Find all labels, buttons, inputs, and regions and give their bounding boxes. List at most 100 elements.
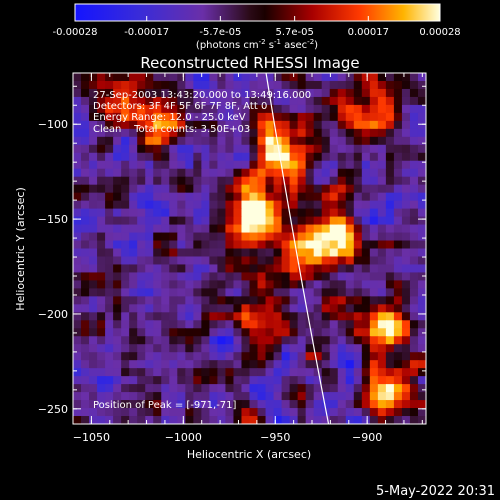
heatmap-cell — [297, 184, 307, 194]
heatmap-cell — [193, 224, 202, 234]
heatmap-cell — [193, 360, 202, 369]
heatmap-cell — [313, 200, 323, 210]
heatmap-cell — [177, 184, 186, 194]
heatmap-cell — [145, 80, 154, 90]
heatmap-cell — [257, 320, 267, 329]
heatmap-cell — [113, 184, 122, 194]
heatmap-cell — [169, 144, 178, 154]
heatmap-cell — [289, 184, 299, 194]
heatmap-cell — [289, 200, 299, 210]
heatmap-cell — [129, 160, 138, 170]
plot-annotations: 27-Sep-2003 13:43:20.000 to 13:49:16.000… — [93, 90, 311, 411]
heatmap-cell — [225, 216, 235, 226]
heatmap-cell — [233, 224, 243, 234]
heatmap-cell — [393, 296, 403, 305]
heatmap-cell — [161, 176, 170, 186]
heatmap-cell — [249, 288, 259, 297]
colorbar-tick-label: -5.7e-05 — [199, 27, 241, 38]
heatmap-cell — [377, 248, 387, 258]
heatmap-cell — [345, 128, 355, 138]
heatmap-cell — [337, 73, 347, 82]
heatmap-cell — [185, 408, 194, 417]
heatmap-cell — [241, 224, 251, 234]
heatmap-cell — [257, 248, 267, 258]
heatmap-cell — [113, 192, 122, 202]
heatmap-cell — [233, 232, 243, 242]
heatmap-cell — [113, 296, 122, 305]
heatmap-cell — [257, 352, 267, 361]
heatmap-cell — [289, 400, 299, 409]
heatmap-cell — [193, 216, 202, 226]
heatmap-cell — [73, 376, 82, 385]
heatmap-cell — [177, 336, 186, 345]
heatmap-cell — [137, 104, 146, 114]
heatmap-cell — [145, 240, 154, 250]
heatmap-cell — [321, 312, 331, 321]
heatmap-cell — [353, 144, 363, 154]
heatmap-cell — [385, 104, 395, 114]
heatmap-cell — [89, 176, 98, 186]
heatmap-cell — [337, 416, 347, 424]
heatmap-cell — [113, 344, 122, 353]
heatmap-cell — [177, 352, 186, 361]
heatmap-cell — [273, 336, 283, 345]
heatmap-cell — [153, 368, 162, 377]
heatmap-cell — [401, 88, 411, 98]
heatmap-cell — [113, 408, 122, 417]
heatmap-cell — [161, 136, 170, 146]
heatmap-cell — [257, 296, 267, 305]
heatmap-cell — [193, 304, 202, 313]
heatmap-cell — [89, 224, 98, 234]
heatmap-cell — [241, 392, 251, 401]
heatmap-cell — [233, 400, 243, 409]
heatmap-cell — [401, 328, 411, 337]
heatmap-cell — [377, 73, 387, 82]
heatmap-cell — [345, 336, 355, 345]
heatmap-cell — [297, 192, 307, 202]
heatmap-cell — [121, 336, 130, 345]
heatmap-cell — [369, 320, 379, 329]
heatmap-cell — [401, 360, 411, 369]
heatmap-cell — [201, 144, 210, 154]
heatmap-cell — [153, 312, 162, 321]
heatmap-cell — [241, 416, 251, 424]
heatmap-cell — [353, 200, 363, 210]
heatmap-cell — [153, 376, 162, 385]
heatmap-cell — [345, 88, 355, 98]
heatmap-cell — [81, 304, 90, 313]
heatmap-cell — [225, 280, 235, 289]
heatmap-cell — [257, 400, 267, 409]
heatmap-cell — [329, 416, 339, 424]
heatmap-cell — [97, 392, 106, 401]
heatmap-cell — [377, 96, 387, 106]
heatmap-cell — [273, 160, 283, 170]
heatmap-cell — [209, 104, 219, 114]
heatmap-cell — [345, 288, 355, 297]
heatmap-cell — [129, 312, 138, 321]
heatmap-cell — [193, 128, 202, 138]
heatmap-cell — [369, 328, 379, 337]
heatmap-cell — [169, 232, 178, 242]
heatmap-cell — [73, 344, 82, 353]
heatmap-cell — [377, 304, 387, 313]
heatmap-cell — [289, 96, 299, 106]
heatmap-cell — [81, 192, 90, 202]
heatmap-cell — [89, 120, 98, 130]
heatmap-cell — [73, 360, 82, 369]
heatmap-cell — [369, 416, 379, 424]
heatmap-cell — [273, 416, 283, 424]
heatmap-cell — [233, 112, 243, 122]
heatmap-cell — [217, 208, 227, 218]
heatmap-cell — [121, 248, 130, 258]
heatmap-cell — [385, 200, 395, 210]
heatmap-cell — [113, 160, 122, 170]
heatmap-cell — [257, 264, 267, 274]
heatmap-cell — [393, 73, 403, 82]
heatmap-cell — [97, 80, 106, 90]
heatmap-cell — [257, 360, 267, 369]
heatmap-cell — [217, 392, 227, 401]
heatmap-cell — [385, 392, 395, 401]
heatmap-cell — [241, 112, 251, 122]
heatmap-cell — [129, 248, 138, 258]
heatmap-cell — [385, 288, 395, 297]
